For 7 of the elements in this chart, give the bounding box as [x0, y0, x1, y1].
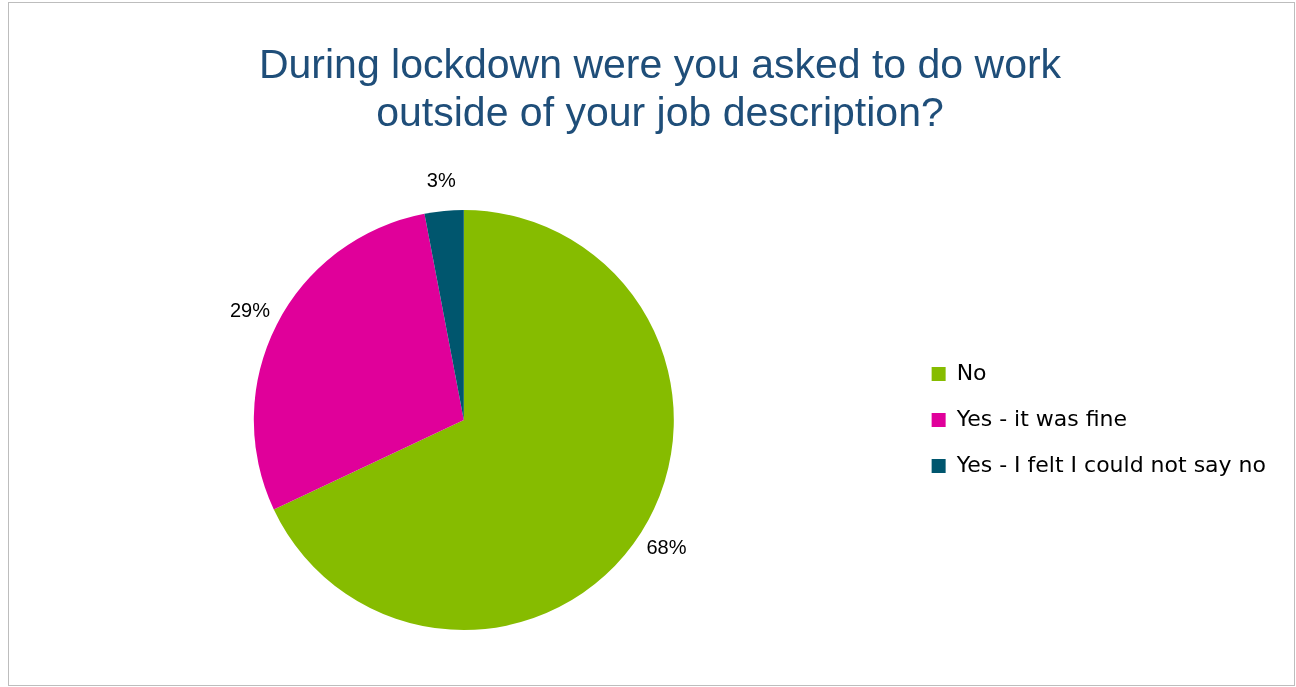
- chart-title: During lockdown were you asked to do work outside of your job description?: [257, 40, 1063, 136]
- data-label: 68%: [646, 536, 687, 559]
- legend-label: Yes - it was fine: [955, 405, 1128, 431]
- legend-label: No: [956, 359, 987, 385]
- data-label: 3%: [426, 168, 456, 191]
- legend-label: Yes - I felt I could not say no: [955, 451, 1267, 477]
- data-label: 29%: [229, 298, 271, 321]
